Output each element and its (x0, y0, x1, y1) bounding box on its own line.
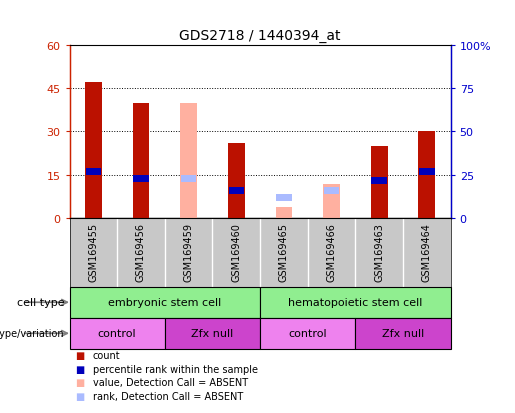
Bar (70, 287, 260, 318)
Bar (229, 188, 244, 195)
Text: ■: ■ (75, 350, 84, 360)
Text: count: count (93, 350, 121, 360)
Text: GSM169464: GSM169464 (422, 222, 432, 281)
Bar (371, 177, 387, 184)
Bar (419, 132, 435, 219)
Text: GSM169466: GSM169466 (327, 222, 336, 281)
Text: control: control (288, 328, 327, 339)
Bar (260, 287, 451, 318)
Bar (165, 318, 260, 349)
Text: GSM169459: GSM169459 (184, 222, 194, 281)
Bar (324, 188, 339, 195)
Bar (355, 318, 451, 349)
Text: percentile rank within the sample: percentile rank within the sample (93, 364, 258, 374)
Text: ■: ■ (75, 391, 84, 401)
Text: GSM169463: GSM169463 (374, 222, 384, 281)
Bar (323, 184, 340, 219)
Bar (180, 103, 197, 219)
Text: ■: ■ (75, 364, 84, 374)
Bar (276, 195, 291, 202)
Text: GSM169456: GSM169456 (136, 222, 146, 281)
Bar (133, 176, 149, 183)
Text: genotype/variation: genotype/variation (0, 328, 64, 339)
Text: rank, Detection Call = ABSENT: rank, Detection Call = ABSENT (93, 391, 243, 401)
Bar (276, 207, 292, 219)
Title: GDS2718 / 1440394_at: GDS2718 / 1440394_at (179, 29, 341, 43)
Bar (85, 169, 101, 176)
Text: control: control (98, 328, 136, 339)
Text: ■: ■ (75, 377, 84, 387)
Bar (70, 318, 165, 349)
Text: cell type: cell type (17, 297, 64, 308)
Bar (419, 169, 435, 176)
Text: embryonic stem cell: embryonic stem cell (108, 297, 221, 308)
Bar (85, 83, 101, 219)
Bar (371, 147, 387, 219)
Bar (260, 318, 355, 349)
Text: Zfx null: Zfx null (382, 328, 424, 339)
Text: value, Detection Call = ABSENT: value, Detection Call = ABSENT (93, 377, 248, 387)
Text: GSM169465: GSM169465 (279, 222, 289, 281)
Text: Zfx null: Zfx null (191, 328, 234, 339)
Text: GSM169460: GSM169460 (231, 222, 241, 281)
Bar (228, 144, 245, 219)
Text: GSM169455: GSM169455 (89, 222, 98, 281)
Bar (181, 176, 196, 183)
Bar (133, 103, 149, 219)
Text: hematopoietic stem cell: hematopoietic stem cell (288, 297, 422, 308)
